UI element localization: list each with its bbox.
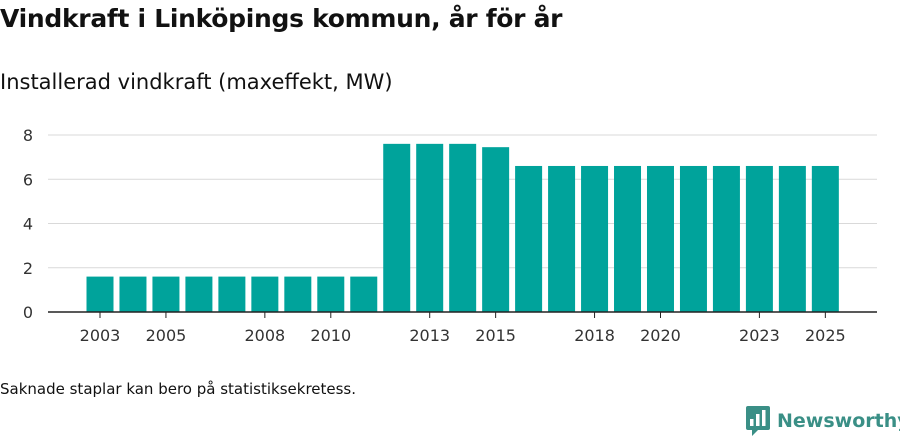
x-tick-label: 2025 (805, 326, 846, 345)
bar-2004 (119, 276, 147, 312)
bar-2020 (646, 165, 674, 312)
bar-2025 (811, 165, 839, 312)
bar-2012 (383, 143, 411, 312)
bar-2021 (679, 165, 707, 312)
bars (86, 143, 839, 312)
x-tick-label: 2020 (640, 326, 681, 345)
x-tick-label: 2005 (146, 326, 187, 345)
bar-2005 (152, 276, 180, 312)
bar-2009 (284, 276, 312, 312)
x-tick-label: 2018 (574, 326, 615, 345)
bar-2024 (778, 165, 806, 312)
bar-2015 (482, 147, 510, 312)
chart-title: Vindkraft i Linköpings kommun, år för år (0, 4, 563, 33)
bar-2018 (581, 165, 609, 312)
bar-2003 (86, 276, 114, 312)
y-tick-label: 8 (23, 126, 33, 145)
x-tick-label: 2015 (475, 326, 516, 345)
y-tick-label: 0 (23, 303, 33, 322)
y-tick-label: 6 (23, 170, 33, 189)
bar-2007 (218, 276, 246, 312)
y-axis-ticks: 0 2 4 6 8 (23, 126, 33, 322)
bar-2008 (251, 276, 279, 312)
chart-subtitle: Installerad vindkraft (maxeffekt, MW) (0, 70, 393, 94)
bar-2013 (416, 143, 444, 312)
bar-2014 (449, 143, 477, 312)
y-tick-label: 2 (23, 259, 33, 278)
bar-2019 (614, 165, 642, 312)
bar-2022 (712, 165, 740, 312)
x-tick-label: 2023 (739, 326, 780, 345)
footnote: Saknade staplar kan bero på statistiksek… (0, 380, 357, 398)
newsworthy-brand[interactable]: Newsworthy (745, 404, 900, 438)
bar-2010 (317, 276, 345, 312)
brand-name: Newsworthy (777, 410, 900, 432)
bar-2023 (745, 165, 773, 312)
x-tick-label: 2013 (409, 326, 450, 345)
bar-2016 (515, 165, 543, 312)
bar-2006 (185, 276, 213, 312)
newsworthy-logo-icon (746, 406, 770, 436)
bar-2017 (548, 165, 576, 312)
x-axis-ticks: 2003 2005 2008 2010 2013 2015 2018 2020 2023 2025 (80, 312, 846, 345)
x-tick-label: 2003 (80, 326, 121, 345)
bar-2011 (350, 276, 378, 312)
x-tick-label: 2008 (244, 326, 285, 345)
x-tick-label: 2010 (310, 326, 351, 345)
y-tick-label: 4 (23, 215, 33, 234)
